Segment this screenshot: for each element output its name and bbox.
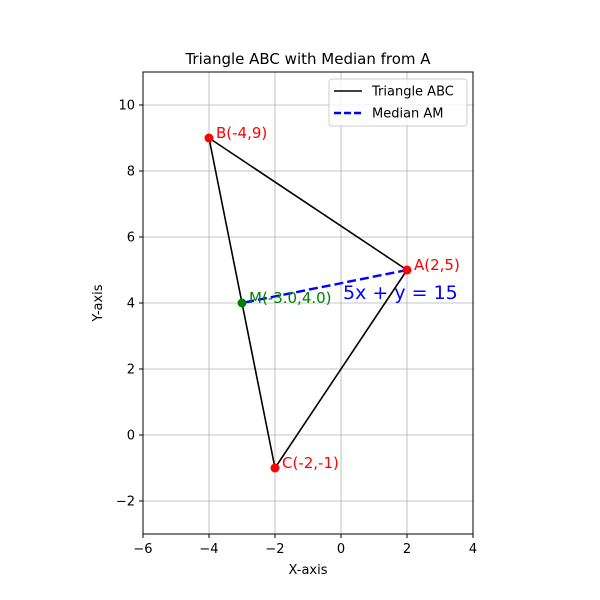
x-axis-label: X-axis	[289, 563, 328, 578]
legend-entry: Median AM	[372, 107, 444, 122]
y-tick-label: −2	[116, 495, 135, 510]
point-marker	[402, 265, 412, 275]
y-tick-label: 6	[127, 231, 135, 246]
legend: Triangle ABC Median AM	[328, 78, 468, 127]
legend-box	[328, 78, 468, 127]
legend-entry: Triangle ABC	[371, 85, 454, 100]
x-tick-label: −2	[265, 542, 284, 557]
equation-annotation: 5x + y = 15	[343, 282, 458, 304]
x-tick-label: 2	[403, 542, 411, 557]
y-tick-label: 0	[127, 429, 135, 444]
x-tick-label: 0	[337, 542, 345, 557]
ticks: −6 −4 −2 0 2 4 −2 0 2 4 6 8 10	[116, 99, 477, 558]
y-tick-label: 4	[127, 297, 135, 312]
y-tick-label: 10	[118, 99, 135, 114]
y-axis-label: Y-axis	[91, 284, 106, 322]
point-label: M(-3.0,4.0)	[249, 289, 332, 307]
point-marker	[237, 298, 247, 308]
chart-title: Triangle ABC with Median from A	[184, 50, 431, 68]
median-am-line	[241, 268, 408, 305]
point-marker	[270, 463, 280, 473]
x-tick-label: −4	[199, 542, 218, 557]
point-marker	[204, 133, 214, 143]
point-label: B(-4,9)	[216, 124, 267, 142]
y-tick-label: 2	[127, 363, 135, 378]
data-layer: A(2,5) B(-4,9) C(-2,-1) M(-3.0,4.0) 5x + y =…	[204, 124, 460, 473]
x-tick-label: −6	[133, 542, 152, 557]
x-tick-label: 4	[469, 542, 477, 557]
point-label: A(2,5)	[414, 256, 460, 274]
point-label: C(-2,-1)	[282, 454, 339, 472]
y-tick-label: 8	[127, 165, 135, 180]
